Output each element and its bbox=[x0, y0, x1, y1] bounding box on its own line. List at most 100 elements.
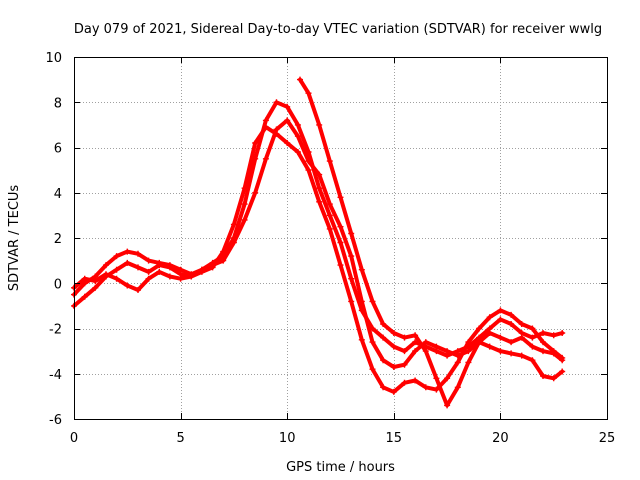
data-point bbox=[252, 140, 259, 146]
data-point bbox=[124, 248, 131, 255]
data-point bbox=[380, 357, 387, 364]
x-tick-label: 5 bbox=[176, 431, 184, 446]
data-point bbox=[486, 343, 493, 350]
data-point bbox=[230, 239, 237, 246]
data-point bbox=[262, 124, 269, 131]
data-point bbox=[508, 350, 515, 357]
data-point bbox=[476, 325, 483, 332]
data-point bbox=[284, 103, 291, 110]
data-point bbox=[390, 388, 397, 395]
data-point bbox=[156, 268, 163, 275]
data-point bbox=[262, 155, 269, 162]
data-point bbox=[220, 248, 227, 255]
series-trace bbox=[298, 77, 565, 408]
data-point bbox=[113, 266, 120, 273]
data-point bbox=[326, 225, 333, 232]
data-point bbox=[348, 298, 355, 305]
data-point bbox=[337, 223, 344, 230]
data-point bbox=[337, 262, 344, 269]
data-point bbox=[444, 402, 451, 409]
data-point bbox=[337, 194, 344, 201]
data-point bbox=[412, 332, 419, 339]
data-point bbox=[241, 216, 248, 223]
data-point bbox=[209, 262, 216, 269]
data-point bbox=[326, 201, 333, 208]
data-point bbox=[230, 221, 237, 228]
data-point bbox=[550, 350, 557, 357]
data-point bbox=[497, 316, 504, 323]
y-tick-label: 8 bbox=[54, 96, 62, 111]
data-point bbox=[294, 149, 301, 155]
data-point bbox=[135, 250, 141, 257]
data-point bbox=[316, 185, 323, 192]
data-point bbox=[220, 257, 227, 264]
data-point bbox=[508, 321, 515, 327]
data-point bbox=[518, 321, 525, 327]
series-satellite-track-1 bbox=[71, 99, 566, 359]
data-point bbox=[497, 307, 504, 314]
data-point bbox=[326, 158, 333, 165]
data-point bbox=[518, 334, 525, 341]
data-point bbox=[92, 284, 99, 291]
data-point bbox=[273, 99, 280, 106]
data-point bbox=[465, 339, 472, 346]
data-point bbox=[412, 339, 419, 346]
data-point bbox=[465, 359, 472, 366]
data-point bbox=[559, 357, 566, 364]
data-point bbox=[369, 339, 376, 346]
data-point bbox=[497, 334, 504, 341]
data-point bbox=[358, 266, 365, 273]
data-point bbox=[284, 140, 291, 146]
x-tick-label: 20 bbox=[492, 431, 509, 446]
data-point bbox=[145, 257, 152, 264]
data-point bbox=[124, 282, 131, 289]
data-point bbox=[92, 278, 99, 284]
data-point bbox=[316, 198, 323, 205]
data-point bbox=[156, 262, 163, 269]
data-point bbox=[297, 76, 303, 83]
data-point bbox=[241, 201, 248, 208]
series-satellite-track-4 bbox=[297, 76, 566, 409]
data-point bbox=[145, 268, 152, 275]
data-point bbox=[422, 348, 429, 355]
data-point bbox=[518, 352, 525, 359]
y-tick-label: -4 bbox=[49, 368, 62, 383]
data-point bbox=[294, 133, 301, 140]
data-point bbox=[529, 325, 536, 332]
y-tick-label: 2 bbox=[54, 232, 62, 247]
data-point bbox=[166, 273, 173, 280]
data-point bbox=[305, 167, 312, 174]
data-point bbox=[559, 330, 566, 336]
y-tick-label: -6 bbox=[49, 413, 62, 428]
data-point bbox=[358, 336, 365, 343]
data-point bbox=[124, 259, 131, 266]
data-point bbox=[348, 253, 355, 260]
data-point bbox=[273, 126, 280, 133]
data-point bbox=[486, 330, 493, 336]
data-point bbox=[486, 314, 493, 321]
data-point bbox=[113, 253, 120, 260]
data-point bbox=[422, 384, 429, 391]
data-point bbox=[337, 239, 344, 246]
data-point bbox=[348, 275, 355, 282]
data-point bbox=[444, 375, 451, 382]
data-point bbox=[316, 171, 323, 178]
x-tick-label: 25 bbox=[599, 431, 616, 446]
data-point bbox=[433, 386, 440, 393]
data-point bbox=[135, 287, 141, 293]
data-point bbox=[369, 298, 376, 305]
x-tick-label: 0 bbox=[70, 431, 78, 446]
axis-ticks: 0 5 10 15 20 25 -6 -4 -2 0 2 4 6 8 10 bbox=[45, 51, 615, 446]
data-series bbox=[71, 76, 566, 409]
data-point bbox=[198, 266, 205, 273]
data-point bbox=[508, 339, 515, 346]
data-point bbox=[326, 212, 333, 219]
data-point bbox=[476, 339, 483, 346]
data-point bbox=[262, 117, 269, 124]
data-point bbox=[444, 348, 451, 355]
data-point bbox=[113, 275, 120, 282]
data-point bbox=[145, 275, 152, 282]
data-point bbox=[188, 273, 195, 280]
